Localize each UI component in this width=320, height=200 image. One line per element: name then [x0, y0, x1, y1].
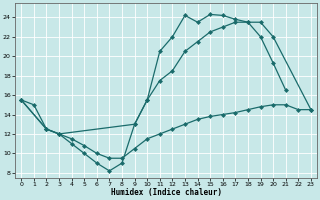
- X-axis label: Humidex (Indice chaleur): Humidex (Indice chaleur): [111, 188, 221, 197]
